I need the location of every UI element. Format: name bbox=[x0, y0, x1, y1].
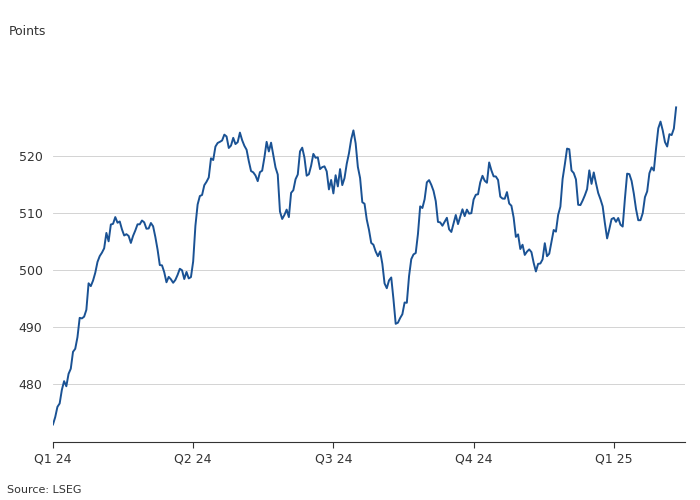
Text: Points: Points bbox=[8, 25, 46, 38]
Text: Source: LSEG: Source: LSEG bbox=[7, 485, 81, 495]
